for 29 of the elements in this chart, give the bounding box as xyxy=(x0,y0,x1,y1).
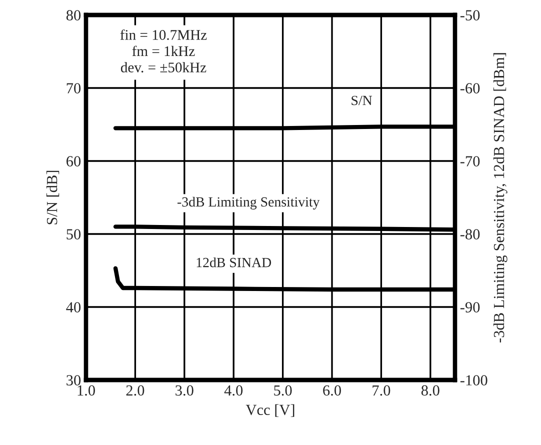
y-tick-label: 50 xyxy=(66,229,81,240)
y2-tick-label: -100 xyxy=(460,375,488,386)
y2-tick-label: -70 xyxy=(460,156,480,166)
y2-axis-title: -3dB Limiting Sensitivity, 12dB SINAD [dBm] xyxy=(493,53,508,342)
x-tick-label: 1.0 xyxy=(78,385,95,396)
series-label: 12dB SINAD xyxy=(196,257,272,268)
x-tick-label: 7.0 xyxy=(372,385,390,396)
series-label: -3dB Limiting Sensitivity xyxy=(178,196,320,210)
y-tick-label: 70 xyxy=(66,83,81,94)
x-tick-label: 2.0 xyxy=(126,385,144,396)
x-tick-label: 4.0 xyxy=(224,385,243,396)
x-tick-label: 8.0 xyxy=(421,385,440,396)
x-tick-label: 3.0 xyxy=(176,385,194,396)
y-tick-label: 80 xyxy=(66,10,81,20)
y2-tick-label: -80 xyxy=(460,229,480,240)
annotation: dev. = ±50kHz xyxy=(120,62,206,72)
y-tick-label: 30 xyxy=(66,375,81,386)
y-axis-title: S/N [dB] xyxy=(46,170,60,224)
y2-tick-label: -60 xyxy=(460,83,480,94)
y-tick-label: 40 xyxy=(66,302,81,312)
x-tick-label: 5.0 xyxy=(274,385,292,396)
series-label: S/N xyxy=(352,96,372,106)
x-tick-label: 6.0 xyxy=(323,385,341,396)
annotation: fin = 10.7MHz xyxy=(120,29,207,40)
y2-tick-label: -50 xyxy=(460,10,480,20)
annotation: fm = 1kHz xyxy=(132,46,195,56)
x-axis-title: Vcc [V] xyxy=(246,404,294,417)
y2-tick-label: -90 xyxy=(460,302,480,312)
y-tick-label: 60 xyxy=(66,156,81,166)
